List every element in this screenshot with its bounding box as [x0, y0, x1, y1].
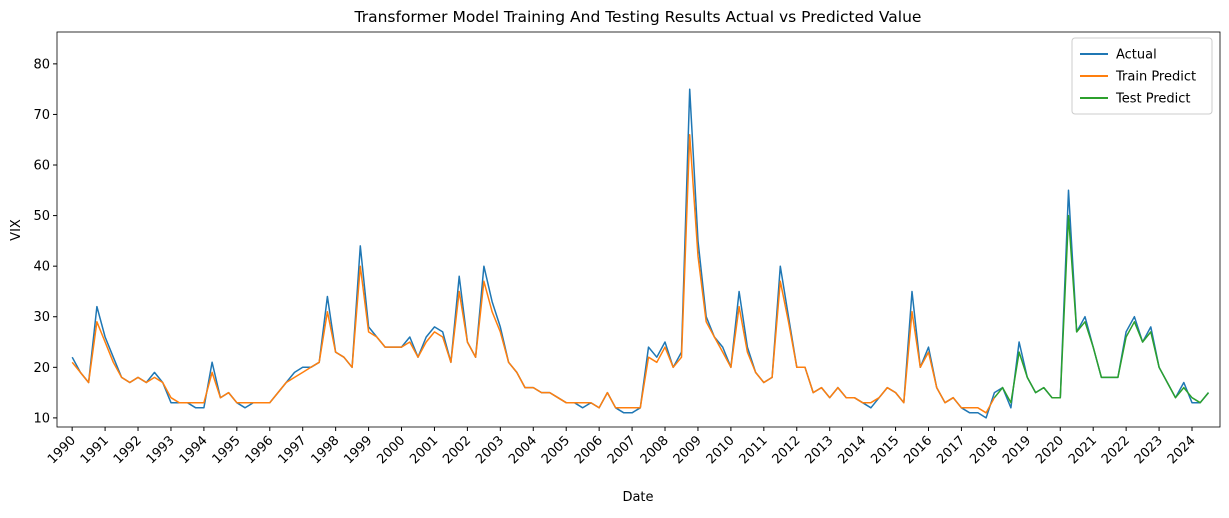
y-tick-label: 10	[33, 411, 50, 426]
x-tick-label: 2006	[572, 433, 606, 467]
x-tick-label: 2013	[803, 433, 837, 467]
y-tick-label: 20	[33, 361, 50, 376]
x-tick-label: 2007	[605, 433, 639, 467]
legend: Actual Train Predict Test Predict	[1071, 37, 1213, 115]
x-tick-label: 2003	[473, 433, 507, 467]
x-tick-label: 2008	[638, 433, 672, 467]
x-tick-label: 2017	[934, 433, 968, 467]
x-tick-label: 1994	[177, 433, 211, 467]
x-tick-label: 1992	[111, 433, 145, 467]
x-tick-label: 1997	[276, 433, 310, 467]
y-tick-label: 50	[33, 209, 50, 224]
legend-label: Test Predict	[1115, 92, 1191, 107]
series-line	[71, 133, 996, 414]
plot-frame	[56, 31, 1221, 428]
x-tick-label: 2000	[374, 433, 408, 467]
legend-box	[1071, 37, 1213, 115]
legend-label: Actual	[1116, 48, 1157, 63]
x-tick-label: 2002	[440, 433, 474, 467]
x-tick-label: 2009	[671, 433, 705, 467]
x-tick-label: 1991	[78, 433, 112, 467]
x-tick-label: 1999	[341, 433, 375, 467]
chart-title: Transformer Model Training And Testing R…	[354, 8, 922, 26]
x-tick-label: 2020	[1033, 433, 1067, 467]
y-tick-label: 40	[33, 260, 50, 275]
x-tick-label: 1993	[144, 433, 178, 467]
x-tick-label: 2004	[506, 433, 540, 467]
y-tick-label: 70	[33, 108, 50, 123]
x-axis-label: Date	[622, 490, 653, 505]
x-tick-label: 2016	[901, 433, 935, 467]
x-tick-label: 2019	[1000, 433, 1034, 467]
x-tick-label: 2018	[967, 433, 1001, 467]
x-tick-label: 2011	[737, 433, 771, 467]
x-tick-label: 1998	[308, 433, 342, 467]
x-tick-label: 2022	[1099, 433, 1133, 467]
x-tick-label: 1995	[210, 433, 244, 467]
x-tick-label: 1996	[243, 433, 277, 467]
legend-label: Train Predict	[1115, 70, 1196, 85]
x-tick-label: 2023	[1132, 433, 1166, 467]
series-line	[71, 88, 1210, 419]
x-tick-label: 2010	[704, 433, 738, 467]
x-tick-label: 2021	[1066, 433, 1100, 467]
y-tick-label: 60	[33, 159, 50, 174]
x-tick-label: 2012	[770, 433, 804, 467]
x-tick-label: 2001	[407, 433, 441, 467]
x-tick-label: 2014	[835, 433, 869, 467]
y-axis-label: VIX	[9, 219, 24, 241]
series-line	[993, 214, 1210, 404]
y-tick-label: 30	[33, 310, 50, 325]
y-tick-label: 80	[33, 57, 50, 72]
x-tick-label: 2024	[1165, 433, 1199, 467]
x-tick-label: 1990	[45, 433, 79, 467]
x-tick-label: 2005	[539, 433, 573, 467]
x-tick-label: 2015	[868, 433, 902, 467]
